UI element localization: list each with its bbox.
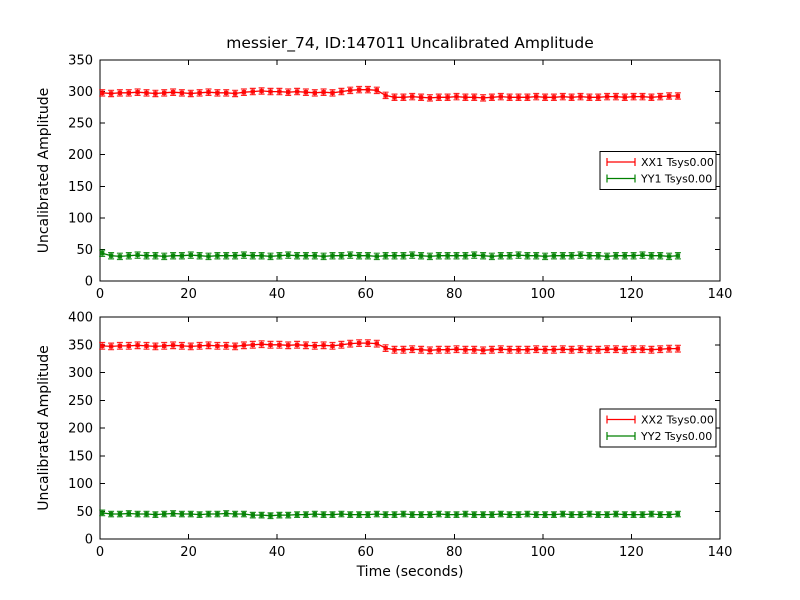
- legend-label: XX1 Tsys0.00: [641, 156, 714, 169]
- legend-label: XX2 Tsys0.00: [641, 414, 714, 427]
- y-tick-label: 300: [68, 85, 93, 100]
- y-tick-label: 200: [68, 422, 93, 437]
- y-tick-label: 150: [68, 449, 93, 464]
- x-tick-label: 20: [180, 287, 197, 302]
- series-xx2: [99, 339, 681, 355]
- y-tick-label: 0: [85, 275, 93, 290]
- x-tick-label: 120: [619, 545, 644, 560]
- x-axis-label: Time (seconds): [356, 564, 464, 580]
- x-tick-label: 60: [357, 545, 374, 560]
- x-tick-label: 120: [619, 287, 644, 302]
- y-tick-label: 100: [68, 211, 93, 226]
- x-tick-label: 60: [357, 287, 374, 302]
- y-tick-label: 300: [68, 366, 93, 381]
- y-tick-label: 400: [68, 311, 93, 326]
- series-yy1: [99, 249, 681, 261]
- x-tick-label: 20: [180, 545, 197, 560]
- x-tick-label: 100: [530, 287, 555, 302]
- errorbar-caps: [99, 339, 681, 355]
- errorbar-caps: [99, 509, 681, 520]
- legend-label: YY1 Tsys0.00: [640, 173, 712, 186]
- series-markers: [100, 340, 681, 353]
- x-tick-label: 40: [269, 545, 286, 560]
- y-axis-label-top: Uncalibrated Amplitude: [36, 88, 52, 254]
- subplot-top-area: 0 20 40 60 80 100 120 140 0 50 100 150 200 250 300 350 X…: [68, 54, 732, 303]
- y-axis-label-bottom: Uncalibrated Amplitude: [36, 345, 52, 511]
- x-tick-label: 100: [530, 545, 555, 560]
- series-markers: [100, 87, 681, 101]
- x-tick-label: 0: [96, 287, 104, 302]
- y-tick-label: 350: [68, 338, 93, 353]
- y-tick-label: 350: [68, 54, 93, 69]
- x-tick-label: 140: [708, 545, 733, 560]
- x-tick-label: 140: [708, 287, 733, 302]
- y-tick-label: 0: [85, 533, 93, 548]
- y-tick-label: 250: [68, 117, 93, 132]
- series-markers: [100, 510, 681, 518]
- y-tick-label: 250: [68, 394, 93, 409]
- y-tick-label: 150: [68, 180, 93, 195]
- legend-box: [599, 151, 717, 190]
- series-xx1: [99, 85, 681, 102]
- x-tick-label: 80: [446, 287, 463, 302]
- errorbar-caps: [99, 249, 681, 261]
- figure-title: messier_74, ID:147011 Uncalibrated Ampli…: [226, 34, 593, 53]
- y-tick-label: 200: [68, 148, 93, 163]
- series-markers: [100, 251, 681, 259]
- x-tick-label: 0: [96, 545, 104, 560]
- y-tick-label: 50: [76, 243, 93, 258]
- legend-label: YY2 Tsys0.00: [640, 430, 712, 443]
- y-tick-label: 50: [76, 505, 93, 520]
- subplot-top-legend: XX1 Tsys0.00 YY1 Tsys0.00: [599, 151, 717, 190]
- plots-group: 0 20 40 60 80 100 120 140050100150200250300350X…: [68, 54, 732, 561]
- x-tick-label: 40: [269, 287, 286, 302]
- series-yy2: [99, 509, 681, 520]
- x-tick-label: 80: [446, 545, 463, 560]
- subplot-bottom-area: 0 20 40 60 80 100 120 140 0 50 100 150 200 250 300 350 4…: [68, 311, 732, 561]
- legend-box: [599, 408, 717, 448]
- y-tick-label: 100: [68, 477, 93, 492]
- errorbar-caps: [99, 85, 681, 102]
- subplot-bottom-legend: XX2 Tsys0.00 YY2 Tsys0.00: [599, 408, 717, 448]
